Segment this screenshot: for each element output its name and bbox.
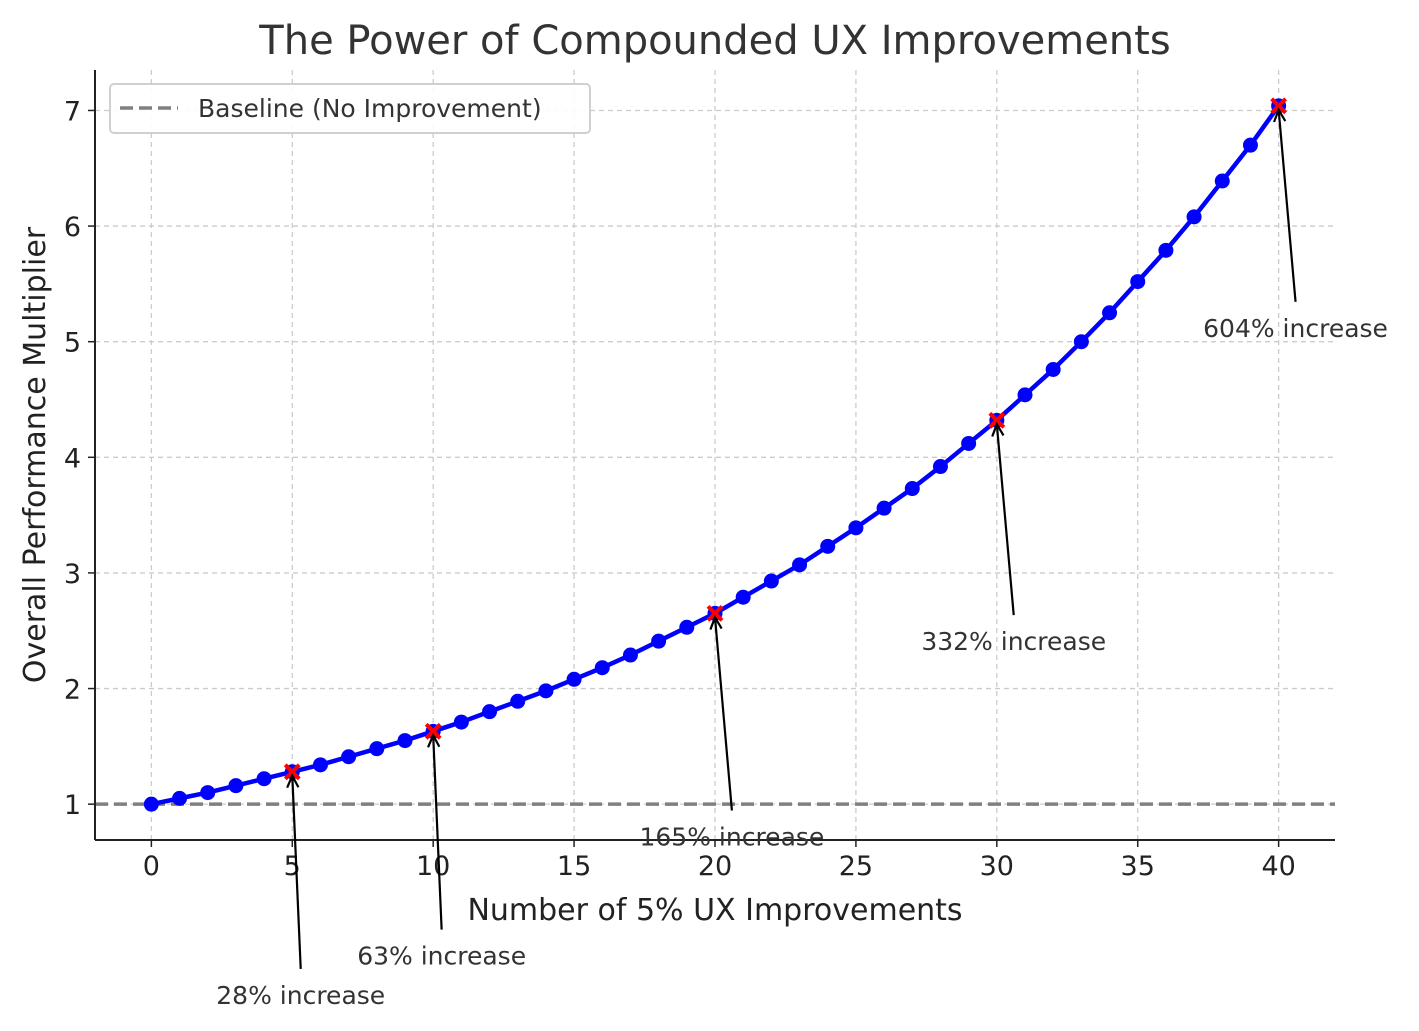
highlight-x-marker — [424, 722, 442, 740]
x-tick-label: 10 — [416, 851, 450, 882]
annotation-label: 604% increase — [1203, 314, 1388, 343]
y-tick-label: 7 — [64, 96, 81, 127]
data-point — [820, 538, 836, 554]
data-point — [1158, 242, 1174, 258]
annotation-arrowhead — [1273, 107, 1287, 123]
data-point — [256, 771, 272, 787]
data-point — [763, 573, 779, 589]
annotations: 28% increase 63% increase 165% increase 332… — [216, 107, 1388, 1010]
highlight-x-marker — [1270, 97, 1288, 115]
annotation-arrow — [432, 735, 443, 930]
annotation-arrowhead — [991, 421, 1005, 437]
data-point — [566, 671, 582, 687]
data-point — [453, 714, 469, 730]
data-point — [1186, 209, 1202, 225]
data-point — [228, 778, 244, 794]
data-point — [904, 481, 920, 497]
annotation-arrowhead — [286, 773, 300, 789]
highlight-x-marker — [283, 763, 301, 781]
data-point — [594, 660, 610, 676]
data-point — [341, 749, 357, 765]
x-tick-label: 5 — [284, 851, 301, 882]
x-tick-label: 0 — [143, 851, 160, 882]
x-tick-label: 15 — [557, 851, 591, 882]
data-point — [876, 500, 892, 516]
tick-labels: 0 5 10 15 20 25 30 35 40 1 2 3 4 5 6 7 — [64, 96, 1296, 882]
data-point — [482, 704, 498, 720]
y-tick-label: 4 — [64, 443, 81, 474]
data-point — [735, 589, 751, 605]
annotation-arrow — [291, 775, 302, 969]
data-point — [848, 520, 864, 536]
y-tick-label: 6 — [64, 212, 81, 243]
data-point — [651, 633, 667, 649]
data-point — [200, 785, 216, 801]
x-tick-label: 30 — [980, 851, 1014, 882]
legend-entry-baseline: Baseline (No Improvement) — [198, 94, 542, 123]
chart-title: The Power of Compounded UX Improvements — [258, 18, 1170, 64]
legend-box — [109, 83, 591, 134]
data-point — [1242, 137, 1258, 153]
series-line — [143, 97, 1288, 812]
data-point — [369, 741, 385, 757]
x-tick-label: 20 — [698, 851, 732, 882]
data-point — [1073, 334, 1089, 350]
annotation-label: 165% increase — [640, 823, 825, 852]
annotation-arrow — [995, 424, 1015, 616]
annotation-arrowhead — [709, 614, 723, 630]
annotation-arrow — [713, 617, 734, 811]
data-point — [172, 790, 188, 806]
legend: Baseline (No Improvement) — [109, 83, 591, 134]
y-tick-label: 1 — [64, 790, 81, 821]
annotation-label: 28% increase — [216, 981, 385, 1010]
data-point — [1214, 173, 1230, 189]
annotation-arrow — [1277, 109, 1297, 302]
data-point — [1017, 387, 1033, 403]
x-tick-label: 40 — [1261, 851, 1295, 882]
annotation-arrowhead — [427, 732, 441, 748]
y-tick-label: 5 — [64, 328, 81, 359]
data-point — [397, 733, 413, 749]
y-tick-label: 2 — [64, 675, 81, 706]
highlight-x-marker — [706, 604, 724, 622]
annotation-label: 332% increase — [921, 627, 1106, 656]
data-point — [312, 757, 328, 773]
data-point — [510, 693, 526, 709]
x-tick-label: 35 — [1121, 851, 1155, 882]
grid — [95, 70, 1335, 840]
data-point — [1102, 305, 1118, 321]
data-point — [1130, 274, 1146, 290]
data-point — [932, 459, 948, 475]
data-point — [622, 647, 638, 663]
y-tick-label: 3 — [64, 559, 81, 590]
data-point — [1045, 361, 1061, 377]
x-tick-label: 25 — [839, 851, 873, 882]
data-point — [792, 557, 808, 573]
highlight-x-marker — [988, 411, 1006, 429]
y-axis-label: Overall Performance Multiplier — [18, 226, 53, 683]
annotation-label: 63% increase — [357, 942, 526, 971]
axes — [88, 70, 1335, 847]
data-point — [538, 683, 554, 699]
x-axis-label: Number of 5% UX Improvements — [467, 893, 962, 928]
series-path — [150, 104, 1281, 807]
data-point — [679, 619, 695, 635]
data-point — [961, 435, 977, 451]
data-point — [143, 796, 159, 812]
